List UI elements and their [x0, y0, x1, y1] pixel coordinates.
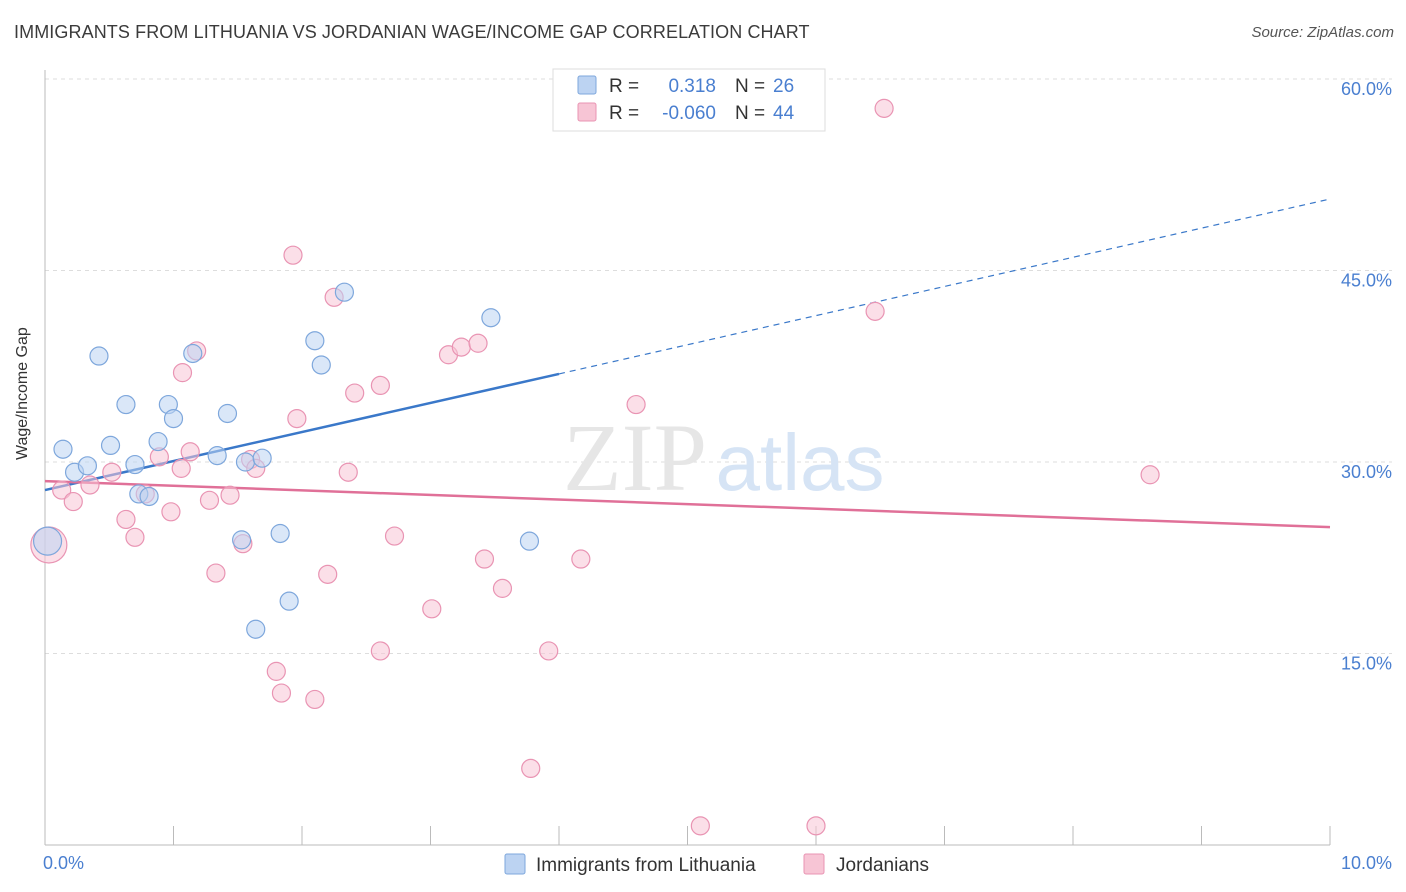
point-jordanians: [287, 408, 307, 429]
trend-line-jordanians: [44, 479, 1331, 529]
point-jordanians: [180, 442, 200, 462]
point-lithuania: [183, 343, 203, 364]
point-lithuania: [148, 431, 168, 452]
chart-title: IMMIGRANTS FROM LITHUANIA VS JORDANIAN W…: [14, 22, 810, 42]
point-jordanians: [865, 301, 885, 321]
stats-n-label-1: N =: [735, 76, 765, 97]
point-jordanians: [171, 458, 191, 478]
point-lithuania: [252, 448, 272, 468]
point-lithuania: [89, 346, 109, 366]
point-lithuania: [235, 452, 256, 472]
watermark: ZIP atlas: [563, 404, 884, 511]
point-jordanians: [492, 578, 513, 598]
point-jordanians: [384, 526, 405, 546]
point-lithuania: [519, 531, 540, 551]
point-jordanians: [266, 661, 286, 681]
point-lithuania: [246, 619, 266, 639]
point-jordanians: [116, 509, 136, 530]
point-jordanians: [451, 337, 471, 357]
point-jordanians: [220, 485, 240, 505]
point-lithuania: [139, 486, 159, 507]
stats-n-value-2: 44: [773, 103, 795, 124]
point-jordanians: [283, 245, 303, 265]
point-lithuania: [100, 435, 121, 456]
point-jordanians: [318, 564, 338, 584]
watermark-atlas: atlas: [716, 418, 885, 507]
y-tick-label: 30.0%: [1341, 462, 1392, 482]
trend-line-lithuania-extension: [558, 198, 1331, 375]
point-lithuania: [77, 456, 98, 476]
series-legend: Immigrants from Lithuania Jordanians: [504, 853, 929, 876]
point-jordanians: [521, 758, 541, 779]
point-jordanians: [468, 333, 488, 353]
point-lithuania: [232, 530, 252, 550]
point-lithuania: [53, 439, 73, 459]
watermark-zip: ZIP: [563, 404, 707, 511]
point-jordanians: [199, 490, 220, 510]
point-jordanians: [102, 462, 122, 482]
point-jordanians: [626, 394, 646, 415]
stats-n-label-2: N =: [735, 103, 765, 124]
point-lithuania: [163, 408, 184, 429]
point-lithuania: [311, 355, 331, 375]
x-tick-label-max: 10.0%: [1341, 853, 1392, 873]
trend-line-lithuania: [44, 372, 560, 492]
source-label: Source: ZipAtlas.com: [1251, 24, 1394, 41]
y-tick-label: 45.0%: [1341, 271, 1392, 291]
legend-label-jordanians: Jordanians: [836, 855, 929, 876]
axes-layer: 15.0% 30.0% 45.0% 60.0% 0.0% 10.0%: [43, 70, 1392, 873]
point-jordanians: [370, 375, 390, 395]
x-tick-label-min: 0.0%: [43, 853, 84, 873]
point-lithuania: [207, 446, 227, 466]
point-jordanians: [206, 563, 226, 583]
point-lithuania: [270, 523, 290, 544]
stats-legend: R = 0.318 N = 26 R = -0.060 N = 44: [552, 68, 826, 132]
point-lithuania: [481, 308, 501, 328]
stats-swatch-blue: [577, 75, 597, 95]
stats-r-label-2: R =: [609, 103, 639, 124]
point-jordanians: [874, 98, 894, 118]
point-jordanians: [80, 475, 100, 495]
point-jordanians: [161, 502, 181, 522]
legend-swatch-lithuania: [504, 853, 526, 875]
points-layer: [30, 98, 1160, 836]
point-jordanians: [172, 363, 193, 383]
point-jordanians: [125, 527, 145, 547]
point-jordanians: [370, 641, 390, 661]
point-lithuania: [32, 526, 63, 556]
point-lithuania: [217, 403, 238, 424]
point-jordanians: [539, 641, 559, 661]
y-tick-label: 60.0%: [1341, 79, 1392, 99]
legend-swatch-jordanians: [803, 853, 825, 875]
stats-legend-box: [552, 68, 826, 132]
point-jordanians: [571, 549, 591, 569]
point-lithuania: [279, 591, 299, 611]
point-jordanians: [1140, 465, 1160, 485]
stats-swatch-pink: [577, 102, 597, 122]
y-tick-label: 15.0%: [1341, 654, 1392, 674]
point-jordanians: [271, 683, 292, 703]
point-lithuania: [305, 331, 325, 351]
stats-r-label-1: R =: [609, 76, 639, 97]
point-jordanians: [52, 480, 72, 500]
point-jordanians: [690, 816, 710, 836]
point-lithuania: [116, 394, 136, 415]
grid-layer: [45, 78, 1392, 654]
point-jordanians: [305, 689, 325, 710]
point-jordanians: [806, 816, 826, 836]
point-jordanians: [422, 599, 442, 619]
point-jordanians: [345, 383, 365, 403]
point-lithuania: [125, 454, 145, 475]
stats-r-value-2: -0.060: [662, 103, 716, 124]
point-jordanians: [474, 549, 495, 569]
point-lithuania: [334, 282, 355, 302]
point-jordanians: [63, 491, 83, 512]
legend-label-lithuania: Immigrants from Lithuania: [536, 855, 756, 876]
stats-r-value-1: 0.318: [668, 76, 716, 97]
stats-n-value-1: 26: [773, 76, 794, 97]
point-jordanians: [338, 462, 358, 482]
